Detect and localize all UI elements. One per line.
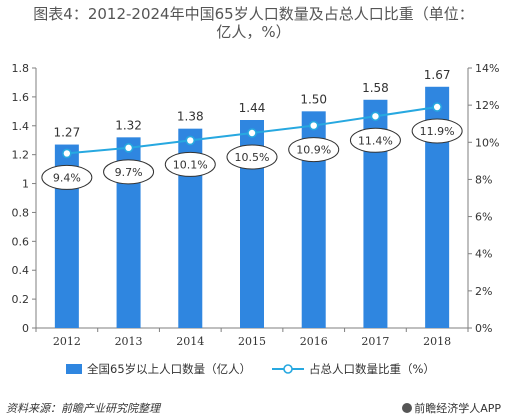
ratio-value-label: 9.7%: [115, 166, 143, 179]
y-tick-label: 0.4: [12, 264, 30, 277]
ratio-callout: [164, 151, 216, 177]
ratio-value-label: 10.1%: [173, 158, 208, 171]
y2-tick-label: 8%: [475, 173, 492, 186]
ratio-callout: [288, 137, 340, 163]
y-tick-label: 1.6: [12, 91, 30, 104]
ratio-value-label: 10.5%: [235, 151, 270, 164]
y2-tick-label: 10%: [475, 136, 499, 149]
y-tick-label: 1.8: [12, 62, 30, 75]
ratio-value-label: 11.9%: [420, 125, 455, 138]
source-note: 资料来源：前瞻产业研究院整理: [6, 402, 160, 415]
y-tick-label: 1.2: [12, 149, 30, 162]
bar-value-label: 1.58: [362, 81, 389, 95]
y2-tick-label: 4%: [475, 248, 492, 261]
ratio-point: [432, 102, 442, 112]
ratio-point: [247, 128, 257, 138]
ratio-point: [62, 148, 72, 159]
ratio-callout: [411, 118, 463, 144]
y2-tick-label: 0%: [475, 322, 492, 335]
bar-value-label: 1.27: [53, 126, 80, 140]
brand-logo-icon: [402, 403, 413, 413]
y-tick-label: 1: [22, 178, 29, 191]
legend-bar-label: 全国65岁以上人口数量（亿人）: [87, 362, 251, 376]
y-tick-label: 0.8: [12, 206, 30, 219]
x-tick-label: 2015: [238, 335, 266, 348]
y2-tick-label: 14%: [475, 62, 499, 75]
x-tick-label: 2013: [115, 335, 143, 348]
y2-tick-label: 2%: [475, 285, 492, 298]
chart-title-line-1: 图表4：2012-2024年中国65岁人口数量及占总人口比重（单位：: [33, 5, 474, 23]
ratio-value-label: 10.9%: [296, 144, 331, 157]
bar-value-label: 1.50: [300, 92, 327, 106]
ratio-point: [185, 135, 196, 146]
bar-value-label: 1.44: [239, 101, 266, 115]
ratio-value-label: 9.4%: [53, 171, 81, 184]
x-tick-label: 2014: [176, 335, 204, 348]
ratio-point: [308, 120, 319, 131]
ratio-point: [123, 143, 134, 153]
y-tick-label: 0.2: [12, 293, 30, 306]
y-tick-label: 0.6: [12, 235, 30, 248]
y-tick-label: 1.4: [12, 120, 30, 133]
x-tick-label: 2017: [361, 335, 389, 348]
bar-value-label: 1.67: [424, 68, 451, 82]
bar-value-label: 1.32: [115, 118, 142, 132]
x-tick-label: 2016: [300, 335, 328, 348]
ratio-callout: [41, 164, 93, 190]
y-tick-label: 0: [22, 322, 29, 335]
ratio-value-label: 11.4%: [358, 134, 393, 147]
y2-tick-label: 12%: [475, 99, 499, 112]
chart-title: 图表4：2012-2024年中国65岁人口数量及占总人口比重（单位： 亿人，%）: [0, 5, 507, 41]
chart-title-line-2: 亿人，%）: [216, 23, 291, 41]
ratio-callout: [226, 144, 278, 170]
y2-tick-label: 6%: [475, 211, 492, 224]
x-tick-label: 2012: [53, 335, 81, 348]
legend-line-label: 占总人口数量比重（%）: [309, 362, 435, 376]
brand-text: 前瞻经济学人APP: [414, 402, 501, 415]
brand-label: 前瞻经济学人APP: [402, 400, 501, 416]
ratio-point: [370, 111, 381, 122]
ratio-callout: [103, 159, 155, 185]
legend-bar-swatch: [66, 364, 82, 374]
x-tick-label: 2018: [423, 335, 451, 348]
ratio-callout: [349, 127, 401, 153]
legend-line-marker: [283, 364, 293, 374]
bar-value-label: 1.38: [177, 110, 204, 124]
